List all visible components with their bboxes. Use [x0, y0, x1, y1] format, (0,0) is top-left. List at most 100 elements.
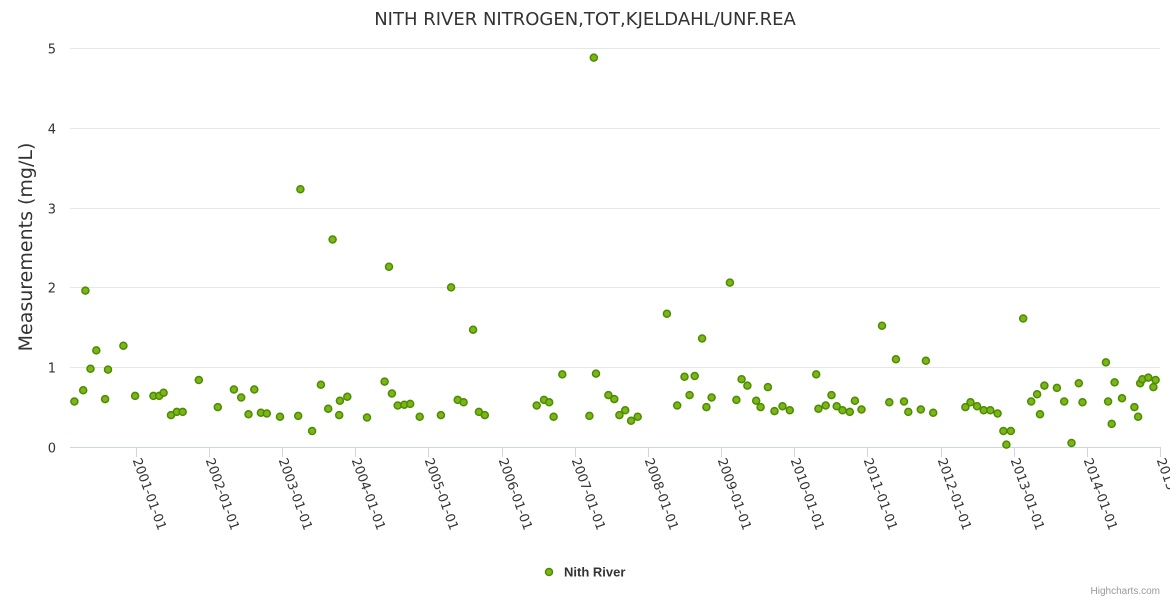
data-point[interactable] [343, 392, 352, 401]
data-point[interactable] [785, 406, 795, 415]
data-point[interactable] [446, 283, 456, 292]
data-point[interactable] [1040, 381, 1049, 390]
data-point[interactable] [384, 262, 394, 271]
data-point[interactable] [961, 402, 970, 412]
data-point[interactable] [697, 334, 707, 343]
data-point[interactable] [751, 396, 761, 405]
data-point[interactable] [307, 426, 317, 436]
data-point[interactable] [436, 410, 446, 420]
data-point[interactable] [633, 412, 642, 421]
data-point[interactable] [885, 398, 894, 407]
data-point[interactable] [549, 412, 558, 421]
data-point[interactable] [459, 398, 468, 407]
data-point[interactable] [690, 371, 699, 381]
data-point[interactable] [778, 402, 787, 411]
data-point[interactable] [293, 411, 303, 421]
data-point[interactable] [229, 385, 239, 394]
data-point[interactable] [103, 365, 113, 374]
data-point[interactable] [845, 407, 855, 417]
data-point[interactable] [1026, 397, 1036, 406]
data-point[interactable] [558, 370, 567, 379]
data-point[interactable] [380, 377, 389, 386]
data-point[interactable] [814, 404, 823, 413]
data-point[interactable] [544, 398, 554, 407]
data-point[interactable] [405, 399, 415, 409]
data-point[interactable] [672, 401, 682, 410]
data-point[interactable] [468, 325, 478, 334]
data-point[interactable] [334, 410, 344, 420]
data-point[interactable] [685, 390, 694, 400]
data-point[interactable] [262, 409, 272, 418]
data-point[interactable] [323, 404, 333, 413]
data-point[interactable] [737, 374, 746, 384]
data-point[interactable] [328, 235, 337, 244]
data-point[interactable] [244, 410, 253, 419]
data-point[interactable] [585, 411, 594, 421]
data-point[interactable] [1107, 419, 1116, 429]
data-point[interactable] [1006, 426, 1016, 436]
data-point[interactable] [832, 402, 841, 411]
data-point[interactable] [1052, 383, 1062, 393]
data-point[interactable] [899, 397, 909, 406]
data-point[interactable] [827, 390, 836, 400]
data-point[interactable] [811, 370, 821, 379]
data-point[interactable] [591, 369, 601, 378]
data-point[interactable] [92, 346, 101, 355]
series-nith-river[interactable] [70, 53, 1160, 449]
data-point[interactable] [680, 372, 689, 382]
data-point[interactable] [296, 184, 305, 194]
data-point[interactable] [1103, 397, 1113, 406]
data-point[interactable] [626, 416, 636, 425]
data-point[interactable] [850, 396, 860, 405]
data-point[interactable] [615, 410, 624, 420]
data-point[interactable] [415, 412, 424, 421]
data-point[interactable] [993, 409, 1002, 418]
data-point[interactable] [78, 386, 88, 395]
data-point[interactable] [100, 394, 110, 404]
data-point[interactable] [838, 406, 847, 415]
data-point[interactable] [1074, 378, 1084, 388]
data-point[interactable] [335, 396, 345, 405]
data-point[interactable] [662, 309, 672, 318]
data-point[interactable] [770, 406, 779, 416]
data-point[interactable] [743, 381, 752, 390]
data-point[interactable] [972, 402, 982, 411]
data-point[interactable] [275, 412, 285, 421]
data-point[interactable] [387, 389, 397, 398]
data-point[interactable] [986, 406, 995, 415]
data-point[interactable] [130, 391, 140, 401]
data-point[interactable] [1078, 398, 1087, 407]
data-point[interactable] [1151, 375, 1160, 385]
data-point[interactable] [604, 390, 613, 400]
data-point[interactable] [877, 321, 887, 330]
data-point[interactable] [928, 408, 938, 417]
data-point[interactable] [707, 393, 716, 402]
data-point[interactable] [1067, 438, 1076, 448]
data-point[interactable] [620, 406, 630, 415]
credits-link[interactable]: Highcharts.com [1091, 586, 1160, 597]
data-point[interactable] [532, 401, 541, 410]
data-point[interactable] [904, 407, 913, 417]
data-point[interactable] [1130, 402, 1139, 412]
data-point[interactable] [1133, 412, 1143, 421]
data-point[interactable] [732, 395, 741, 405]
data-point[interactable] [1144, 373, 1153, 382]
data-point[interactable] [236, 393, 246, 402]
data-point[interactable] [702, 402, 711, 412]
data-point[interactable] [610, 394, 619, 404]
legend-item-nith-river[interactable]: Nith River [544, 565, 626, 580]
data-point[interactable] [921, 356, 931, 366]
data-point[interactable] [81, 286, 90, 295]
data-point[interactable] [119, 341, 128, 350]
data-point[interactable] [159, 388, 168, 397]
data-point[interactable] [1110, 378, 1119, 387]
data-point[interactable] [916, 405, 926, 414]
data-point[interactable] [589, 53, 599, 62]
data-point[interactable] [1059, 397, 1069, 406]
data-point[interactable] [1101, 358, 1111, 367]
data-point[interactable] [857, 405, 866, 414]
data-point[interactable] [480, 410, 490, 420]
data-point[interactable] [213, 402, 223, 412]
data-point[interactable] [725, 278, 735, 287]
data-point[interactable] [1018, 314, 1028, 323]
